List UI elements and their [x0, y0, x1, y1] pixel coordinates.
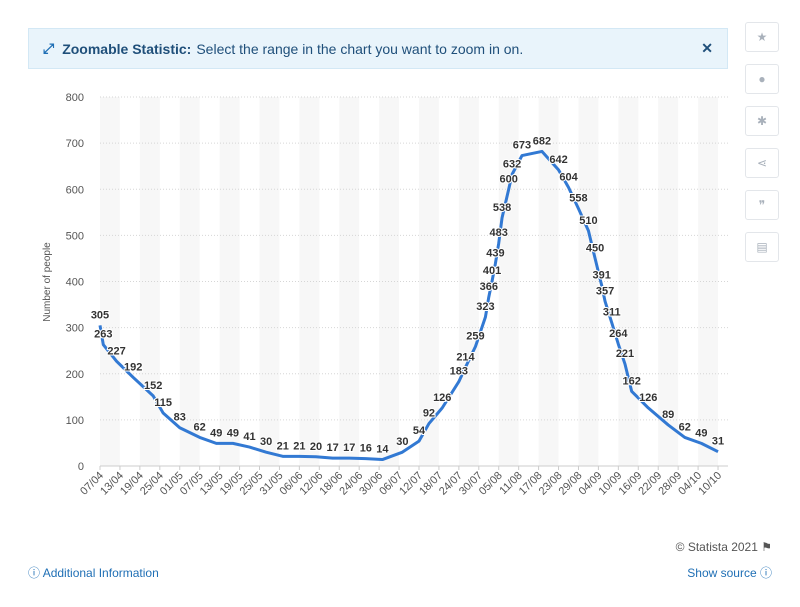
data-label: 558 — [569, 193, 587, 205]
data-label: 227 — [107, 345, 125, 357]
banner-title: Zoomable Statistic: — [62, 40, 192, 57]
data-label: 92 — [423, 408, 435, 420]
y-tick-label: 300 — [66, 323, 84, 335]
data-label: 632 — [503, 158, 521, 170]
close-button[interactable]: ✕ — [701, 40, 713, 56]
data-label: 192 — [124, 361, 142, 373]
data-label: 126 — [639, 392, 657, 404]
data-label: 538 — [493, 202, 511, 214]
data-label: 263 — [94, 329, 112, 341]
data-label: 323 — [476, 301, 494, 313]
data-label: 62 — [679, 421, 691, 433]
banner-text: Select the range in the chart you want t… — [196, 40, 524, 57]
data-label: 357 — [596, 285, 614, 297]
y-axis-label: Number of people — [42, 242, 53, 322]
data-label: 604 — [559, 171, 578, 183]
data-label: 83 — [174, 412, 186, 424]
data-label: 305 — [91, 309, 109, 321]
data-label: 152 — [144, 380, 162, 392]
data-label: 439 — [486, 248, 504, 260]
y-tick-label: 800 — [66, 92, 84, 104]
y-tick-label: 0 — [78, 461, 84, 473]
data-label: 54 — [413, 425, 426, 437]
x-tick-label: 10/10 — [696, 470, 724, 498]
data-label: 31 — [712, 436, 724, 448]
copyright-text: © Statista 2021 — [675, 540, 758, 554]
data-label: 483 — [490, 227, 508, 239]
y-tick-label: 500 — [66, 230, 84, 242]
data-label: 21 — [293, 440, 305, 452]
data-label: 682 — [533, 135, 551, 147]
data-label: 391 — [593, 270, 611, 282]
share-button[interactable]: ⋖ — [745, 148, 779, 178]
chart: Number of people 0 100 200 300 400 500 600 700 8… — [42, 92, 728, 498]
x-tick-label: 05/08 — [477, 470, 505, 498]
data-label: 214 — [456, 351, 475, 363]
data-label: 183 — [450, 366, 468, 378]
data-label: 115 — [154, 397, 172, 409]
data-label: 30 — [396, 436, 408, 448]
y-tick-label: 200 — [66, 369, 84, 381]
data-label: 673 — [513, 140, 531, 152]
data-label: 89 — [662, 409, 674, 421]
data-label: 20 — [310, 441, 322, 453]
settings-button[interactable]: ✱ — [745, 106, 779, 136]
y-tick-label: 400 — [66, 277, 84, 289]
cite-button[interactable]: ❞ — [745, 190, 779, 220]
data-label: 17 — [326, 442, 338, 454]
y-tick-label: 600 — [66, 184, 84, 196]
additional-info[interactable]: ⓘ Additional Information — [28, 566, 159, 580]
data-label: 21 — [277, 440, 289, 452]
data-label: 221 — [616, 348, 634, 360]
data-label: 600 — [500, 173, 518, 185]
data-label: 49 — [210, 427, 222, 439]
data-label: 49 — [695, 427, 707, 439]
data-label: 49 — [227, 427, 239, 439]
data-label: 162 — [622, 375, 640, 387]
print-button[interactable]: ▤ — [745, 232, 779, 262]
data-label: 642 — [549, 154, 567, 166]
favorite-button[interactable]: ★ — [745, 22, 779, 52]
data-label: 14 — [376, 444, 389, 456]
zoom-icon: ⤢ — [43, 40, 55, 56]
alert-button[interactable]: ● — [745, 64, 779, 94]
data-label: 30 — [260, 436, 272, 448]
data-label: 62 — [194, 421, 206, 433]
data-label: 16 — [360, 443, 372, 455]
data-label: 17 — [343, 442, 355, 454]
show-source[interactable]: Show source ⓘ — [687, 566, 772, 580]
y-tick-label: 700 — [66, 138, 84, 150]
copyright: © Statista 2021 ⚑ — [675, 540, 772, 554]
data-label: 264 — [609, 328, 628, 340]
data-label: 126 — [433, 392, 451, 404]
additional-info-text: Additional Information — [42, 566, 159, 580]
data-label: 41 — [243, 431, 255, 443]
y-tick-label: 100 — [66, 415, 84, 427]
data-label: 259 — [466, 331, 484, 343]
data-label: 401 — [483, 265, 501, 277]
data-label: 366 — [480, 281, 498, 293]
data-label: 311 — [603, 307, 621, 319]
data-label: 510 — [579, 215, 597, 227]
line — [98, 149, 719, 462]
zoom-banner: ⤢ Zoomable Statistic: Select the range i… — [28, 28, 728, 69]
show-source-text: Show source — [687, 566, 757, 580]
data-label: 450 — [586, 242, 604, 254]
